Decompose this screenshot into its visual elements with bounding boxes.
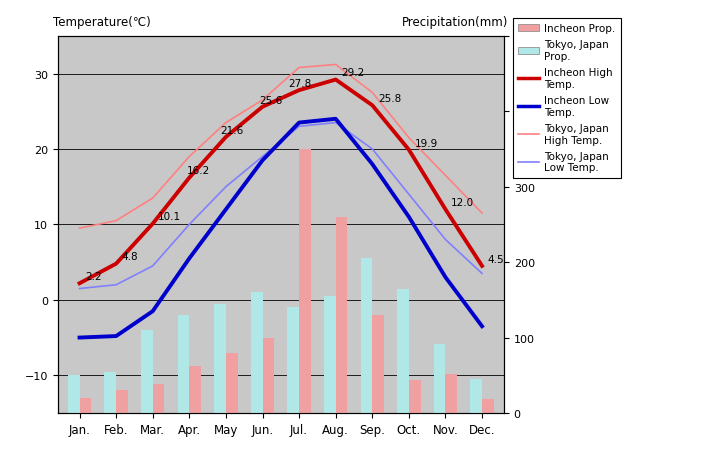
Bar (433, 344, 446, 413)
Text: 4.8: 4.8 (122, 252, 138, 262)
Bar (482, 399, 494, 413)
Text: 16.2: 16.2 (186, 166, 210, 176)
Text: 27.8: 27.8 (288, 79, 311, 89)
Bar (189, 366, 201, 413)
Text: 21.6: 21.6 (220, 125, 243, 135)
Bar (116, 391, 128, 413)
Bar (299, 150, 311, 413)
Bar (68, 375, 79, 413)
Bar (215, 304, 226, 413)
Text: Temperature(℃): Temperature(℃) (53, 16, 151, 29)
Bar (372, 315, 384, 413)
Text: 19.9: 19.9 (415, 138, 438, 148)
Bar (324, 297, 336, 413)
Text: 10.1: 10.1 (158, 212, 181, 222)
Bar (470, 379, 482, 413)
Text: 25.8: 25.8 (378, 94, 401, 104)
Text: 25.6: 25.6 (260, 95, 283, 105)
Bar (251, 293, 263, 413)
Bar (141, 330, 153, 413)
Bar (79, 398, 91, 413)
Legend: Incheon Prop., Tokyo, Japan
Prop., Incheon High
Temp., Incheon Low
Temp., Tokyo,: Incheon Prop., Tokyo, Japan Prop., Inche… (513, 19, 621, 178)
Bar (397, 289, 409, 413)
Text: 4.5: 4.5 (487, 254, 504, 264)
Bar (336, 218, 347, 413)
Bar (104, 372, 116, 413)
Text: 2.2: 2.2 (85, 271, 102, 281)
Text: 29.2: 29.2 (341, 68, 364, 78)
Bar (178, 315, 189, 413)
Text: 12.0: 12.0 (451, 198, 474, 207)
Bar (226, 353, 238, 413)
Bar (409, 380, 420, 413)
Bar (361, 259, 372, 413)
Bar (153, 385, 164, 413)
Bar (263, 338, 274, 413)
Text: Precipitation(mm): Precipitation(mm) (402, 16, 508, 29)
Bar (287, 308, 299, 413)
Bar (446, 374, 457, 413)
